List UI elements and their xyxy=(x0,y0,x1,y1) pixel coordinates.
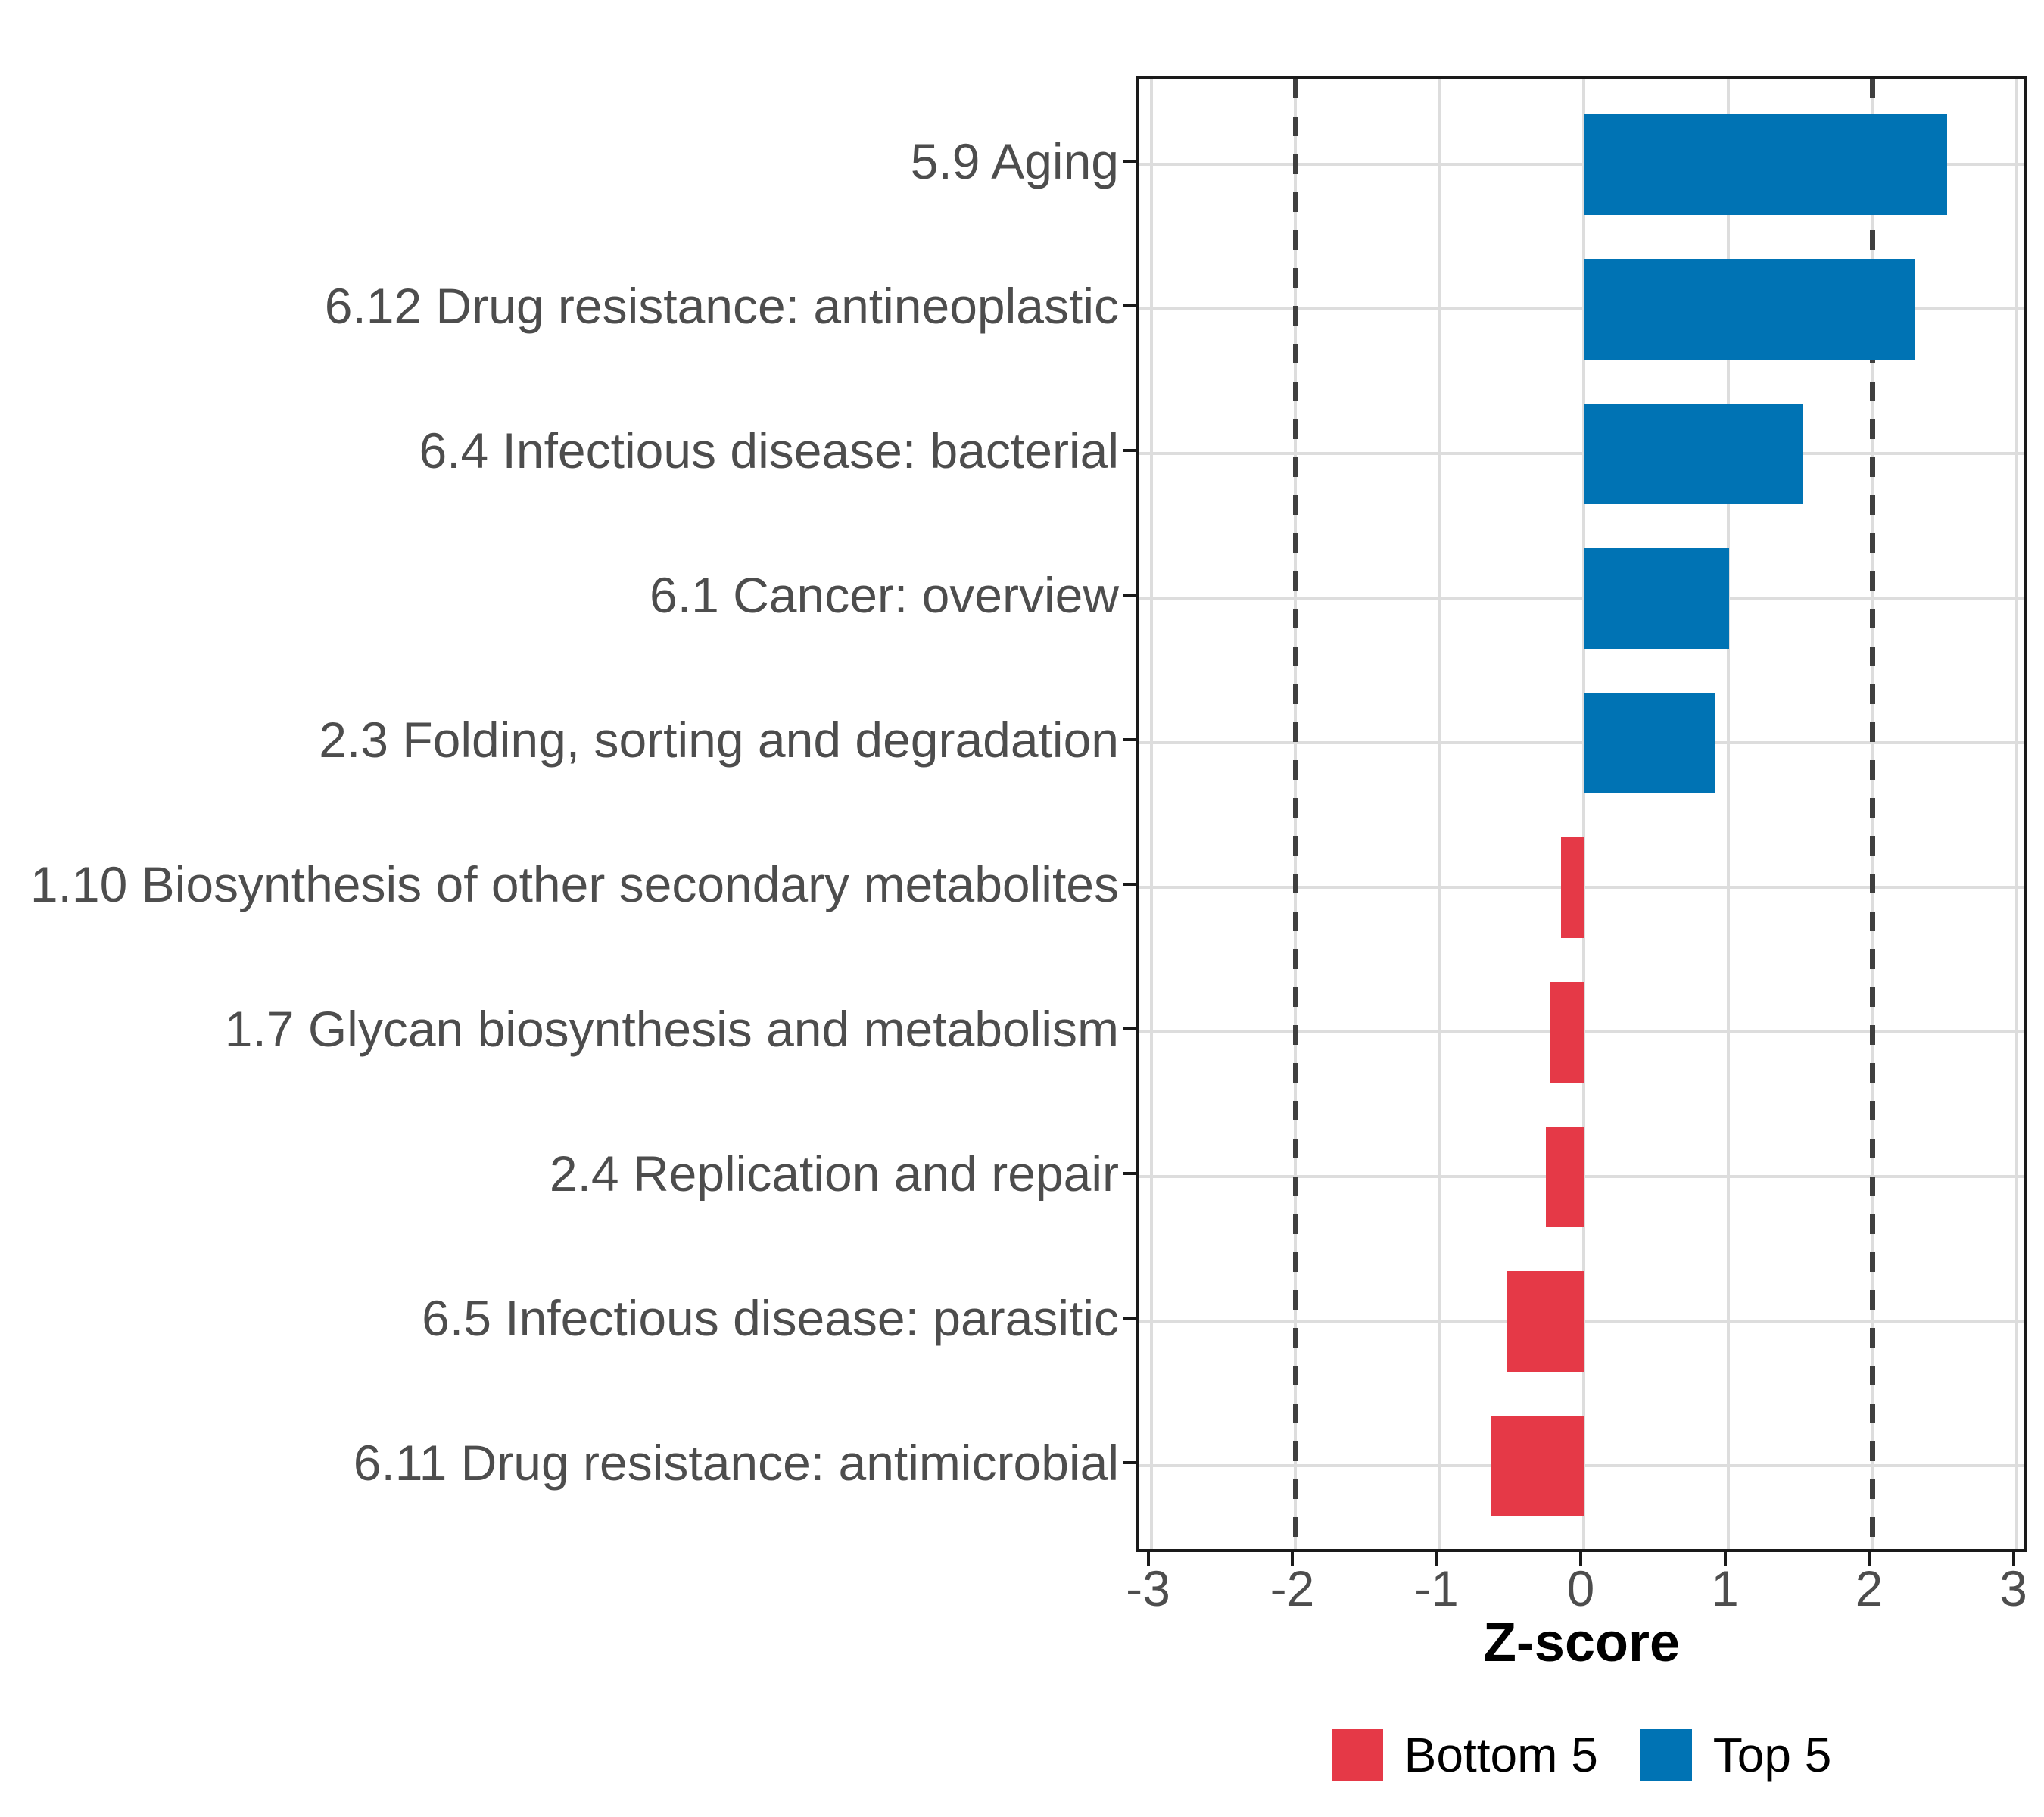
h-gridline xyxy=(1139,307,2024,310)
v-gridline xyxy=(2014,79,2018,1549)
y-tick-mark xyxy=(1123,449,1137,452)
x-tick-label: -3 xyxy=(1126,1560,1170,1616)
y-tick-mark xyxy=(1123,738,1137,741)
bar xyxy=(1560,837,1584,938)
bar xyxy=(1550,981,1584,1083)
legend: Bottom 5 Top 5 xyxy=(1136,1728,2027,1782)
y-axis-label: 2.3 Folding, sorting and degradation xyxy=(319,712,1119,768)
v-gridline xyxy=(1438,79,1441,1549)
y-tick-mark xyxy=(1123,304,1137,307)
y-tick-mark xyxy=(1123,1317,1137,1320)
y-axis-label: 6.11 Drug resistance: antimicrobial xyxy=(353,1435,1119,1491)
y-tick-mark xyxy=(1123,1027,1137,1030)
x-tick-mark xyxy=(1868,1552,1871,1566)
x-tick-label: 0 xyxy=(1566,1560,1595,1616)
bar xyxy=(1491,1415,1584,1516)
x-tick-mark xyxy=(1291,1552,1294,1566)
y-axis-label: 6.1 Cancer: overview xyxy=(650,567,1119,623)
y-axis-label: 6.4 Infectious disease: bacterial xyxy=(419,422,1119,478)
bar xyxy=(1507,1270,1584,1372)
x-axis-title: Z-score xyxy=(1482,1613,1681,1673)
legend-swatch xyxy=(1331,1729,1383,1781)
x-tick-label: -1 xyxy=(1414,1560,1459,1616)
h-gridline xyxy=(1139,452,2024,455)
y-axis-label: 2.4 Replication and repair xyxy=(549,1145,1119,1201)
y-tick-mark xyxy=(1123,883,1137,886)
x-tick-label: -2 xyxy=(1270,1560,1315,1616)
threshold-dashed-line xyxy=(1292,79,1298,1549)
threshold-dashed-line xyxy=(1869,79,1875,1549)
x-tick-mark xyxy=(2011,1552,2015,1566)
x-tick-mark xyxy=(1435,1552,1438,1566)
y-axis-label: 5.9 Aging xyxy=(910,133,1119,189)
v-gridline xyxy=(1149,79,1153,1549)
plot-panel xyxy=(1136,76,2027,1552)
y-axis-label: 6.5 Infectious disease: parasitic xyxy=(422,1290,1119,1346)
v-gridline xyxy=(1582,79,1585,1549)
y-axis-label: 6.12 Drug resistance: antineoplastic xyxy=(324,278,1119,334)
legend-item: Top 5 xyxy=(1640,1728,1832,1782)
bar xyxy=(1546,1126,1584,1227)
legend-label: Bottom 5 xyxy=(1404,1728,1598,1782)
x-tick-label: 3 xyxy=(1999,1560,2027,1616)
x-tick-mark xyxy=(1723,1552,1727,1566)
bar xyxy=(1584,114,1948,215)
x-tick-mark xyxy=(1146,1552,1150,1566)
bar xyxy=(1584,547,1730,649)
y-tick-mark xyxy=(1123,1461,1137,1464)
y-axis-label: 1.7 Glycan biosynthesis and metabolism xyxy=(224,1001,1119,1057)
x-tick-mark xyxy=(1579,1552,1582,1566)
y-tick-mark xyxy=(1123,1172,1137,1175)
bar xyxy=(1584,692,1715,793)
y-axis-label: 1.10 Biosynthesis of other secondary met… xyxy=(30,856,1119,912)
bar xyxy=(1584,403,1803,504)
y-tick-mark xyxy=(1123,160,1137,163)
legend-label: Top 5 xyxy=(1712,1728,1832,1782)
h-gridline xyxy=(1139,597,2024,600)
v-gridline xyxy=(1726,79,1730,1549)
legend-swatch xyxy=(1640,1729,1692,1781)
y-tick-mark xyxy=(1123,594,1137,597)
bar xyxy=(1584,258,1916,360)
legend-item: Bottom 5 xyxy=(1331,1728,1598,1782)
x-tick-label: 2 xyxy=(1855,1560,1884,1616)
h-gridline xyxy=(1139,741,2024,744)
x-tick-label: 1 xyxy=(1711,1560,1739,1616)
h-gridline xyxy=(1139,163,2024,166)
